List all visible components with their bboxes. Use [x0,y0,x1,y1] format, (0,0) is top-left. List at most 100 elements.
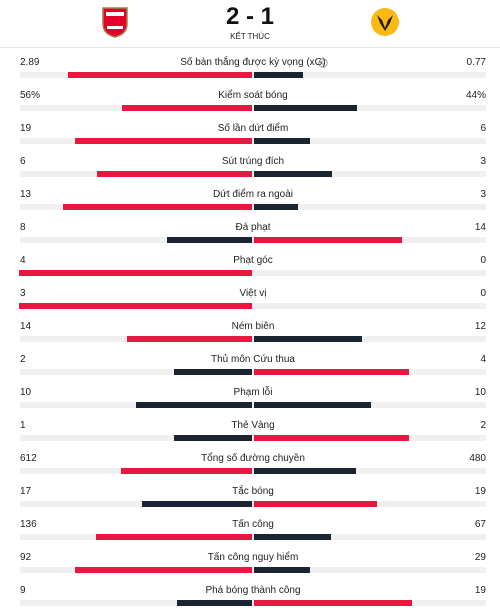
home-bar [74,138,252,144]
away-value: 4 [480,354,486,365]
bar-track [20,402,486,408]
info-icon[interactable] [318,58,328,68]
match-status: KẾT THÚC [230,32,270,41]
away-value: 0 [480,255,486,266]
bar-track [20,171,486,177]
away-bar [254,402,371,408]
bar-track [20,138,486,144]
bar-track [20,501,486,507]
away-value: 0 [480,288,486,299]
home-bar [177,600,252,606]
away-bar [254,204,298,210]
away-bar [254,72,304,78]
bar-track [20,336,486,342]
away-value: 3 [480,156,486,167]
home-value: 92 [20,552,32,563]
home-bar [96,171,252,177]
home-value: 19 [20,123,32,134]
home-value: 3 [20,288,26,299]
home-bar [141,501,252,507]
home-value: 612 [20,453,37,464]
stat-label: Thủ môn Cứu thua [211,354,295,365]
away-value: 10 [474,387,486,398]
away-value: 2 [480,420,486,431]
stat-label: Tấn công [232,519,274,530]
bar-track [20,369,486,375]
away-value: 0.77 [466,57,486,68]
stat-label: Tổng số đường chuyền [201,453,305,464]
home-value: 17 [20,486,32,497]
home-bar [126,336,252,342]
bar-track [20,600,486,606]
stat-label: Dứt điểm ra ngoài [212,189,294,200]
away-logo [371,8,399,36]
home-bar [174,369,252,375]
home-bar [74,567,252,573]
away-bar [254,534,331,540]
home-logo [102,7,128,38]
home-value: 10 [20,387,32,398]
home-value: 2.89 [20,57,40,68]
stat-label: Tấn công nguy hiểm [207,552,299,563]
home-bar [62,204,252,210]
bar-track [20,204,486,210]
away-value: 3 [480,189,486,200]
stat-label: Ném biên [231,321,275,332]
stat-label: Việt vị [239,288,267,299]
away-value: 14 [474,222,486,233]
away-bar [254,138,310,144]
bar-track [20,534,486,540]
home-bar [167,237,252,243]
away-value: 480 [469,453,486,464]
home-value: 4 [20,255,26,266]
home-value: 8 [20,222,26,233]
stat-label: Phạt góc [233,255,273,266]
away-value: 44% [465,90,486,101]
divider [0,47,500,48]
home-bar [19,303,252,309]
away-value: 19 [474,486,486,497]
stat-label: Tắc bóng [232,486,274,497]
bar-track [20,237,486,243]
home-bar [95,534,252,540]
bar-track [20,105,486,111]
away-bar [254,567,310,573]
away-bar [254,501,377,507]
stat-label: Phạm lỗi [233,387,273,398]
away-bar [254,336,362,342]
home-value: 9 [20,585,26,596]
bar-track [20,468,486,474]
away-value: 19 [474,585,486,596]
bar-track [20,435,486,441]
home-bar [19,270,252,276]
stat-label: Phá bóng thành công [205,585,301,596]
home-value: 14 [20,321,32,332]
away-bar [254,435,410,441]
stat-label: Sút trúng đích [221,156,285,167]
bar-track [20,72,486,78]
away-bar [254,468,357,474]
bar-track [20,303,486,309]
home-value: 6 [20,156,26,167]
away-bar [254,237,403,243]
stat-label: Số lần dứt điểm [217,123,289,134]
stat-label: Kiểm soát bóng [218,90,288,101]
home-value: 136 [20,519,37,530]
away-bar [254,600,413,606]
stat-label: Thẻ Vàng [231,420,275,431]
home-bar [68,72,252,78]
away-bar [254,105,357,111]
home-value: 13 [20,189,32,200]
away-value: 6 [480,123,486,134]
home-bar [121,105,252,111]
away-value: 67 [474,519,486,530]
bar-track [20,270,486,276]
score: 2 - 1 [225,3,275,30]
away-bar [254,171,332,177]
home-value: 56% [20,90,41,101]
away-value: 12 [474,321,486,332]
stat-label: Đá phạt [235,222,271,233]
home-bar [121,468,252,474]
stat-label: Số bàn thắng được kỳ vọng (xG) [180,57,326,68]
